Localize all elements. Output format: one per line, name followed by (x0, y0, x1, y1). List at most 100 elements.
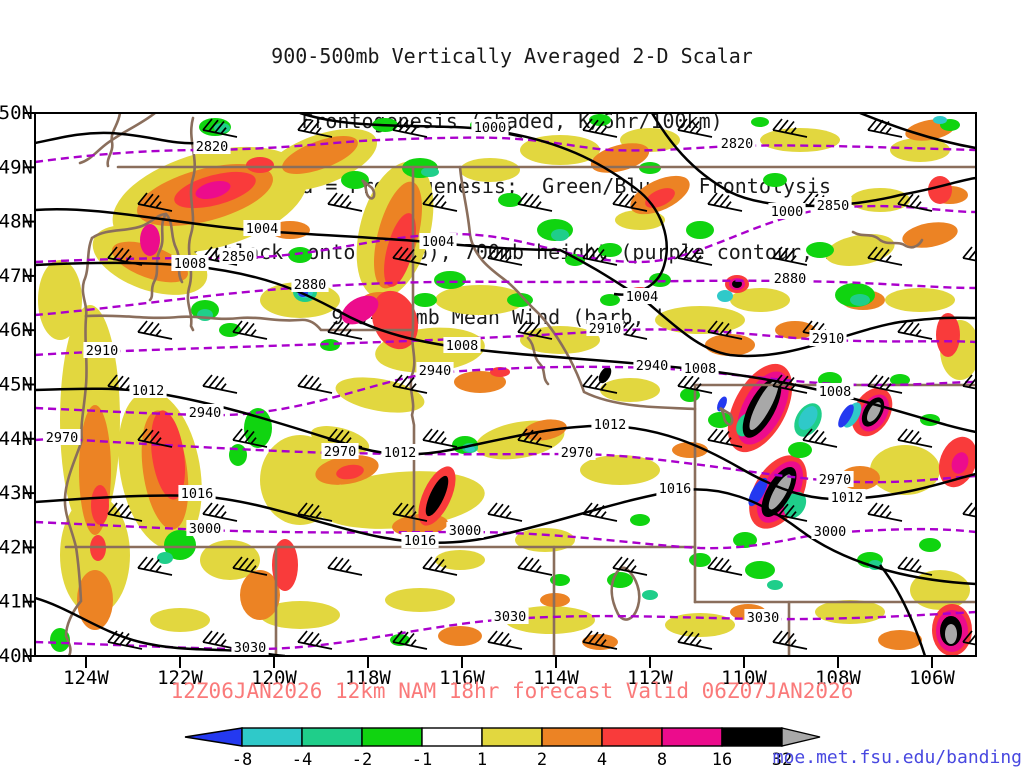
shading-blob (798, 406, 818, 430)
shading-blob (507, 293, 533, 307)
shading-blob (164, 530, 196, 560)
height-contour (35, 437, 976, 484)
wind-barb (517, 192, 553, 212)
shading-blob (421, 167, 439, 177)
contour-label-box (586, 320, 624, 336)
lat-label: 50N (0, 102, 33, 124)
contour-label-height: 2910 (86, 343, 119, 359)
shading-blob (838, 404, 854, 428)
shading-blob (38, 260, 82, 340)
shading-blob (219, 323, 241, 337)
colorbar-segment (601, 727, 663, 747)
shading-blob (335, 377, 425, 413)
shading-blob (902, 222, 958, 248)
title-line-1: 900-500mb Vertically Averaged 2-D Scalar (271, 43, 753, 68)
contour-label-box (83, 342, 121, 358)
lon-label: 122W (157, 667, 203, 689)
contour-label-height: 2850 (222, 249, 255, 265)
contour-label-height: 2970 (324, 444, 357, 460)
shading-blob (885, 288, 955, 312)
contour-label-box (816, 471, 854, 487)
shading-blob (768, 474, 792, 510)
contour-label-box (186, 520, 224, 536)
lat-label: 41N (0, 591, 33, 613)
contour-label-mslp: 1000 (474, 120, 507, 136)
shading-blob (454, 371, 506, 393)
contour-label-height: 3000 (189, 521, 222, 537)
lat-label: 47N (0, 265, 33, 287)
lat-label: 45N (0, 374, 33, 396)
contour-label-box (744, 609, 782, 625)
coastline (63, 236, 94, 656)
wind-barb (202, 502, 238, 522)
wind-barb (707, 556, 743, 576)
shading-blob (565, 254, 585, 266)
colorbar-segment (661, 727, 723, 747)
shading-blob (630, 514, 650, 526)
lat-label: 44N (0, 428, 33, 450)
contour-label-height: 2970 (561, 445, 594, 461)
lon-label: 124W (63, 667, 109, 689)
contour-label-height: 2970 (46, 430, 79, 446)
contour-label-mslp: 1008 (684, 361, 717, 377)
shading-blob (413, 293, 437, 307)
shading-blob (890, 138, 950, 162)
shading-blob (288, 247, 312, 263)
wa-or-border (84, 314, 415, 332)
shading-blob (936, 313, 960, 357)
shading-blob (705, 334, 755, 356)
wind-barb (297, 630, 333, 650)
shading-blob (689, 553, 711, 567)
shading-blob (919, 538, 941, 552)
vancouver-island (78, 113, 157, 165)
contour-label-mslp: 1012 (594, 417, 627, 433)
colorbar-label: 8 (657, 750, 667, 768)
shading-blob (732, 280, 742, 288)
shading-blob (282, 136, 358, 174)
wind-barb (897, 320, 933, 340)
shading-blob (775, 321, 815, 339)
shading-blob (112, 241, 188, 283)
lat-label: 42N (0, 536, 33, 558)
contour-label-box (193, 138, 231, 154)
mslp-contour (35, 131, 201, 145)
shading-blob (730, 288, 790, 312)
shading-blob (425, 475, 449, 517)
shading-blob (867, 402, 881, 422)
shading-blob (150, 608, 210, 632)
contour-label-box (491, 608, 529, 624)
shading-blob (767, 580, 783, 590)
shading-blob (77, 570, 113, 630)
shading-blob (272, 539, 298, 591)
shading-blob (91, 485, 109, 525)
shading-blob (945, 624, 957, 644)
contour-label-height: 2820 (721, 136, 754, 152)
shading-blob (520, 135, 600, 165)
contour-label-box (718, 135, 756, 151)
colorbar-label: -4 (292, 750, 312, 768)
shading-blob (371, 290, 419, 350)
shading-blob (910, 570, 970, 610)
lat-label: 49N (0, 156, 33, 178)
shading-blob (748, 477, 768, 507)
contour-label-box (558, 444, 596, 460)
colorbar-segment (541, 727, 603, 747)
shading-blob (749, 380, 779, 430)
shading-blob (815, 600, 885, 624)
credit-url: moe.met.fsu.edu/banding (772, 747, 1022, 768)
colorbar-label: 1 (477, 750, 487, 768)
lat-label: 40N (0, 645, 33, 667)
strait-coast (90, 212, 168, 240)
shading-blob (580, 455, 660, 485)
contour-label-mslp: 1004 (626, 289, 659, 305)
contour-label-box (401, 532, 439, 548)
wind-barb (677, 118, 713, 138)
shading-blob (870, 445, 940, 495)
lon-label: 116W (439, 667, 485, 689)
wind-barb (993, 321, 1024, 339)
colorbar-segment (421, 727, 483, 747)
wind-barb (327, 556, 363, 576)
shading-blob (260, 435, 340, 525)
contour-label-height: 2970 (819, 472, 852, 488)
